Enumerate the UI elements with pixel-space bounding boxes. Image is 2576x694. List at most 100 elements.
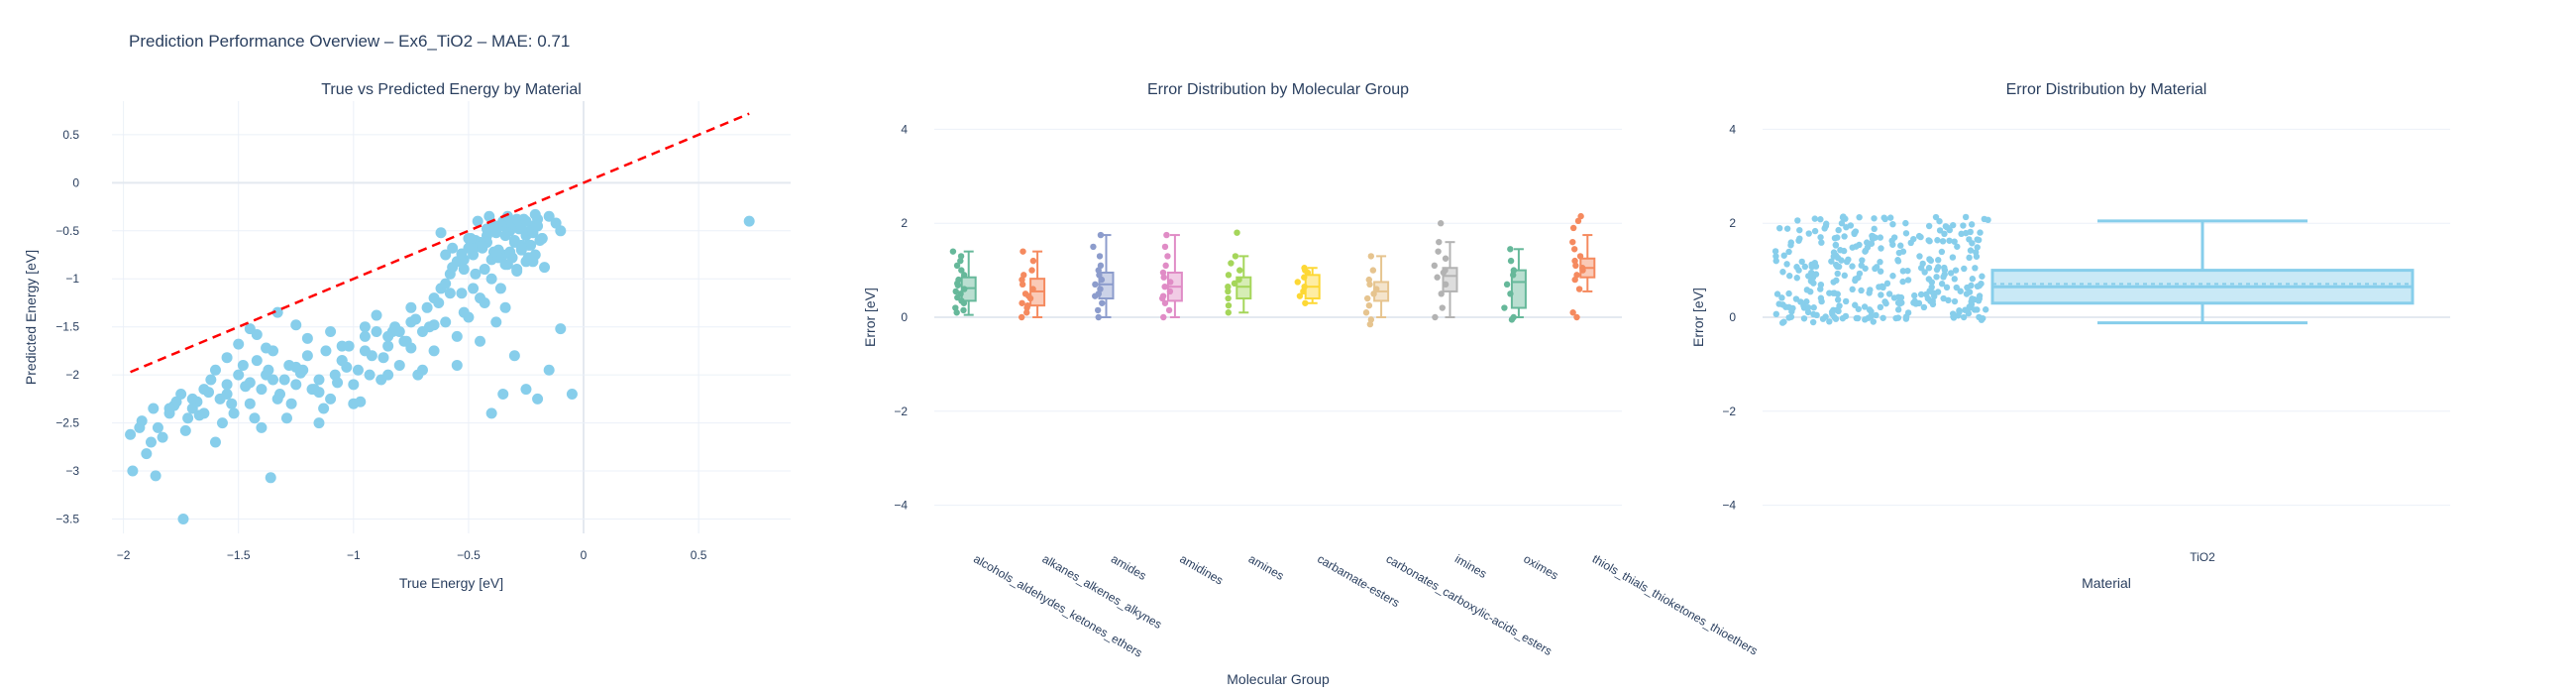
data-point	[539, 262, 551, 274]
jitter-point	[1569, 238, 1576, 246]
jitter-point	[1817, 234, 1824, 241]
y-tick-label: −3.5	[55, 512, 79, 525]
data-point	[216, 417, 228, 429]
data-point	[152, 421, 163, 433]
jitter-point	[1772, 253, 1779, 260]
jitter-point	[1019, 313, 1025, 321]
jitter-point	[1439, 304, 1446, 311]
jitter-point	[1841, 272, 1849, 280]
y-tick-label: −1	[65, 272, 79, 286]
jitter-point	[1165, 306, 1173, 314]
y-tick-label: −2	[1722, 405, 1736, 418]
jitter-point	[1867, 287, 1874, 293]
jitter-point	[1812, 271, 1820, 278]
jitter-point	[1972, 249, 1980, 256]
data-point	[470, 268, 482, 280]
jitter-point	[1976, 282, 1984, 289]
data-point	[421, 301, 433, 313]
data-point	[271, 306, 283, 318]
data-point	[566, 389, 578, 401]
jitter-point	[1975, 297, 1983, 304]
jitter-point	[1160, 313, 1167, 321]
y-axis-label: Error [eV]	[1690, 288, 1706, 347]
jitter-point	[1859, 257, 1866, 264]
data-point	[148, 403, 160, 414]
jitter-point	[1963, 290, 1971, 297]
data-point	[209, 364, 221, 376]
jitter-point	[1972, 265, 1979, 272]
data-point	[555, 225, 567, 237]
data-point	[290, 361, 302, 373]
box	[1235, 276, 1252, 300]
jitter-point	[1783, 261, 1790, 268]
jitter-point	[1916, 253, 1923, 260]
data-point	[348, 398, 360, 409]
y-tick-label: 0	[1729, 310, 1736, 324]
x-tick-label: alkanes_alkenes_alkynes	[1040, 551, 1164, 632]
jitter-point	[1826, 289, 1833, 296]
jitter-point	[1365, 276, 1372, 284]
jitter-point	[1902, 219, 1909, 227]
jitter-point	[1225, 288, 1232, 295]
data-point	[320, 345, 332, 357]
jitter-point	[1785, 289, 1792, 297]
data-point	[382, 340, 394, 352]
jitter-point	[1779, 269, 1786, 276]
jitter-point	[1019, 281, 1026, 289]
jitter-point	[1869, 235, 1877, 243]
x-tick-label: oximes	[1521, 551, 1560, 582]
data-point	[265, 472, 276, 484]
y-tick-label: −4	[894, 499, 908, 513]
jitter-point	[1968, 221, 1976, 228]
jitter-point	[1160, 274, 1167, 281]
x-tick-label: −0.5	[457, 548, 481, 562]
data-point	[371, 326, 382, 338]
jitter-point	[1510, 313, 1517, 321]
data-point	[150, 470, 161, 482]
data-point	[458, 264, 470, 276]
jitter-point	[1572, 262, 1579, 270]
data-point	[499, 301, 511, 313]
data-point	[244, 377, 256, 389]
y-tick-label: 0	[901, 310, 908, 324]
jitter-point	[1775, 300, 1782, 307]
jitter-point	[1783, 225, 1791, 232]
jitter-point	[1294, 279, 1301, 286]
data-point	[520, 384, 532, 396]
jitter-point	[1436, 238, 1443, 246]
x-tick-label: 0.5	[691, 548, 707, 562]
data-point	[543, 210, 555, 222]
data-point	[336, 355, 348, 367]
jitter-point	[1855, 305, 1862, 312]
jitter-point	[1225, 272, 1233, 279]
data-point	[221, 379, 233, 391]
jitter-point	[1807, 289, 1814, 295]
jitter-point	[1162, 262, 1169, 270]
jitter-point	[1889, 241, 1896, 248]
jitter-point	[1817, 294, 1825, 301]
jitter-point	[1939, 238, 1947, 245]
data-point	[440, 249, 452, 261]
data-point	[405, 301, 417, 313]
jitter-point	[957, 253, 965, 260]
jitter-point	[1883, 280, 1891, 288]
jitter-point	[957, 257, 964, 265]
jitter-point	[1943, 284, 1951, 291]
jitter-point	[1773, 290, 1781, 297]
jitter-point	[1826, 318, 1833, 325]
jitter-point	[1933, 274, 1940, 281]
jitter-point	[1365, 301, 1373, 309]
box	[1510, 269, 1527, 309]
data-point	[743, 215, 755, 227]
data-point	[494, 283, 506, 294]
data-point	[472, 215, 483, 227]
data-point	[278, 374, 290, 386]
data-point	[458, 306, 470, 318]
x-axis-label: True Energy [eV]	[399, 575, 503, 591]
chart-title: Error Distribution by Material	[2006, 81, 2207, 98]
jitter-point	[1832, 315, 1840, 322]
jitter-point	[1895, 249, 1903, 257]
data-point	[203, 387, 215, 399]
jitter-point	[1571, 257, 1578, 265]
